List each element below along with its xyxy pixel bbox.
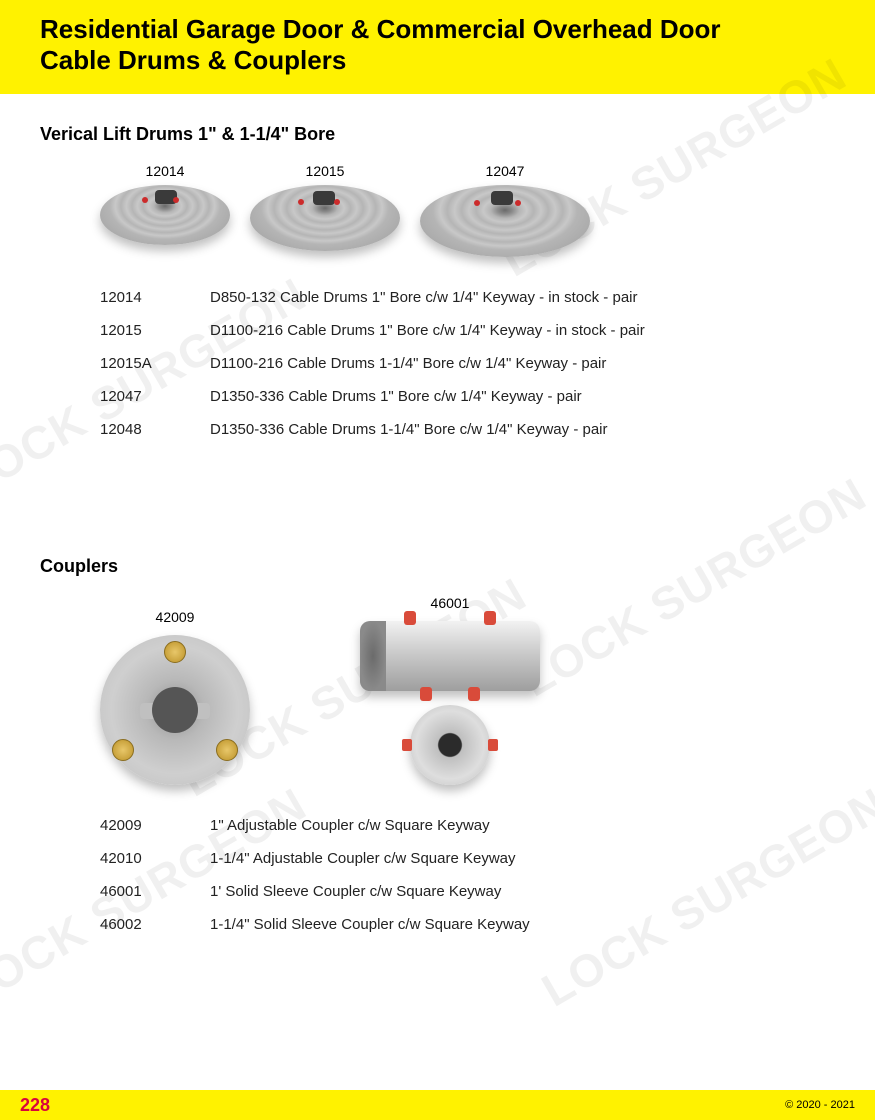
coupler-label: 42009 — [100, 609, 250, 625]
section-title-drums: Verical Lift Drums 1" & 1-1/4" Bore — [40, 124, 835, 145]
spec-code: 12014 — [100, 289, 210, 306]
drum-icon — [420, 185, 590, 257]
drum-label: 12047 — [420, 163, 590, 179]
coupler-item: 42009 — [100, 609, 250, 785]
spec-desc: D1350-336 Cable Drums 1" Bore c/w 1/4" K… — [210, 388, 835, 405]
table-row: 46002 1-1/4" Solid Sleeve Coupler c/w Sq… — [100, 908, 835, 941]
spec-desc: 1-1/4" Adjustable Coupler c/w Square Key… — [210, 850, 835, 867]
copyright-text: © 2020 - 2021 — [785, 1099, 855, 1111]
table-row: 12047 D1350-336 Cable Drums 1" Bore c/w … — [100, 380, 835, 413]
drum-label: 12015 — [250, 163, 400, 179]
table-row: 12015 D1100-216 Cable Drums 1" Bore c/w … — [100, 314, 835, 347]
spec-code: 12047 — [100, 388, 210, 405]
spec-desc: D1100-216 Cable Drums 1" Bore c/w 1/4" K… — [210, 322, 835, 339]
drum-item: 12015 — [250, 163, 400, 257]
page-content: Verical Lift Drums 1" & 1-1/4" Bore 1201… — [0, 94, 875, 941]
page-title-line2: Cable Drums & Couplers — [40, 45, 346, 75]
drum-item: 12014 — [100, 163, 230, 257]
spec-code: 12048 — [100, 421, 210, 438]
table-row: 42009 1" Adjustable Coupler c/w Square K… — [100, 809, 835, 842]
page-number: 228 — [20, 1095, 50, 1116]
coupler-label: 46001 — [360, 595, 540, 611]
spec-code: 12015A — [100, 355, 210, 372]
drum-item: 12047 — [420, 163, 590, 257]
page-title-line1: Residential Garage Door & Commercial Ove… — [40, 14, 721, 44]
page-header: Residential Garage Door & Commercial Ove… — [0, 0, 875, 94]
spec-desc: D1100-216 Cable Drums 1-1/4" Bore c/w 1/… — [210, 355, 835, 372]
coupler-adjustable-icon — [100, 635, 250, 785]
coupler-sleeve-icon — [360, 621, 540, 785]
drum-icon — [250, 185, 400, 251]
coupler-spec-table: 42009 1" Adjustable Coupler c/w Square K… — [100, 809, 835, 941]
section-title-couplers: Couplers — [40, 556, 835, 577]
spec-code: 12015 — [100, 322, 210, 339]
drum-icon — [100, 185, 230, 245]
spec-code: 42010 — [100, 850, 210, 867]
spec-desc: D1350-336 Cable Drums 1-1/4" Bore c/w 1/… — [210, 421, 835, 438]
table-row: 12015A D1100-216 Cable Drums 1-1/4" Bore… — [100, 347, 835, 380]
spec-code: 42009 — [100, 817, 210, 834]
coupler-item: 46001 — [360, 595, 540, 785]
spec-code: 46002 — [100, 916, 210, 933]
page-title: Residential Garage Door & Commercial Ove… — [40, 14, 835, 76]
spec-desc: D850-132 Cable Drums 1" Bore c/w 1/4" Ke… — [210, 289, 835, 306]
drum-spec-table: 12014 D850-132 Cable Drums 1" Bore c/w 1… — [100, 281, 835, 446]
table-row: 12014 D850-132 Cable Drums 1" Bore c/w 1… — [100, 281, 835, 314]
spec-code: 46001 — [100, 883, 210, 900]
drum-image-row: 12014 12015 12047 — [100, 163, 835, 257]
table-row: 12048 D1350-336 Cable Drums 1-1/4" Bore … — [100, 413, 835, 446]
spec-desc: 1' Solid Sleeve Coupler c/w Square Keywa… — [210, 883, 835, 900]
page-footer: 228 © 2020 - 2021 — [0, 1090, 875, 1120]
table-row: 46001 1' Solid Sleeve Coupler c/w Square… — [100, 875, 835, 908]
spec-desc: 1-1/4" Solid Sleeve Coupler c/w Square K… — [210, 916, 835, 933]
coupler-image-row: 42009 46001 — [100, 595, 835, 785]
table-row: 42010 1-1/4" Adjustable Coupler c/w Squa… — [100, 842, 835, 875]
spec-desc: 1" Adjustable Coupler c/w Square Keyway — [210, 817, 835, 834]
drum-label: 12014 — [100, 163, 230, 179]
